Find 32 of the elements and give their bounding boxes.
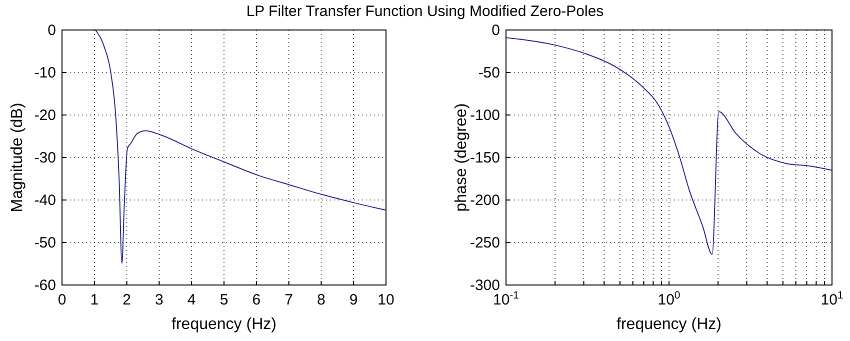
- x-tick-label: 5: [220, 292, 228, 308]
- x-axis-title: frequency (Hz): [616, 316, 722, 333]
- x-tick-label: 10$^{1}$: [820, 290, 844, 308]
- y-axis-title: phase (degree): [453, 103, 470, 212]
- y-tick-label: -50: [34, 234, 56, 252]
- y-tick-label: 0: [48, 22, 56, 39]
- x-tick-label: 1: [90, 292, 99, 308]
- x-tick-label: 0: [58, 292, 66, 308]
- y-tick-label: -250: [470, 234, 500, 252]
- y-tick-label: -150: [470, 149, 500, 166]
- y-tick-label: -100: [470, 106, 500, 124]
- x-tick-label: 6: [252, 292, 261, 308]
- x-tick-label: 2: [122, 292, 131, 308]
- y-axis-title: Magnitude (dB): [9, 102, 26, 212]
- x-axis-title: frequency (Hz): [172, 316, 276, 333]
- y-tick-label: -200: [470, 192, 500, 209]
- y-tick-label: -50: [478, 64, 500, 82]
- x-tick-label: 4: [187, 292, 196, 308]
- y-tick-label: -20: [34, 106, 56, 124]
- x-tick-label: 9: [349, 292, 358, 308]
- x-tick-label: 10$^{0}$: [658, 290, 680, 308]
- x-tick-label: 3: [155, 292, 164, 308]
- y-tick-label: -30: [34, 149, 56, 166]
- x-tick-label: 7: [284, 292, 293, 308]
- x-tick-label: 8: [317, 292, 326, 308]
- y-tick-label: -10: [34, 64, 56, 82]
- text: LP Filter Transfer Function Using Modified Zero-Poles: [246, 3, 604, 20]
- line-series: [94, 30, 386, 264]
- x-tick-label: 10: [378, 292, 394, 308]
- y-tick-label: -60: [34, 276, 56, 294]
- y-tick-label: 0: [492, 22, 500, 39]
- y-tick-label: -40: [34, 192, 56, 209]
